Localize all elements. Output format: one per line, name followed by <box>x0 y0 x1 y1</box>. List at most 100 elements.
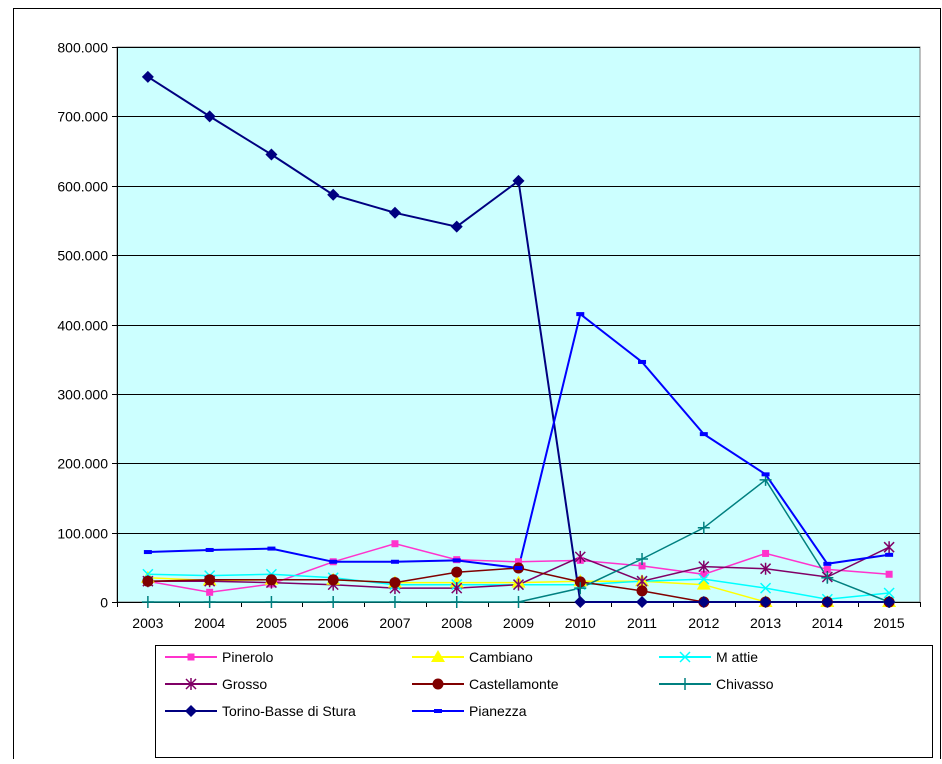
x-tick-label: 2007 <box>379 615 410 631</box>
marker-diamond <box>327 188 340 201</box>
marker-asterisk <box>760 562 772 575</box>
legend-label: Cambiano <box>469 649 533 665</box>
legend: Pinerolo Cambiano M attie Grosso Castellamon… <box>155 645 933 758</box>
series-markers <box>140 70 897 608</box>
gridlines <box>117 47 920 534</box>
marker-dash <box>761 472 770 477</box>
marker-diamond <box>574 596 587 608</box>
legend-entry: Grosso <box>165 676 267 692</box>
y-tick-label: 800.000 <box>57 40 108 56</box>
marker-circle <box>574 576 586 588</box>
marker-square <box>638 562 646 570</box>
marker-circle <box>142 575 154 587</box>
marker-diamond <box>450 220 463 233</box>
marker-square <box>762 549 770 557</box>
legend-label: Torino-Basse di Stura <box>222 703 356 719</box>
marker-asterisk <box>698 560 710 573</box>
marker-diamond <box>388 206 401 219</box>
x-tick-label: 2012 <box>688 615 719 631</box>
y-tick-label: 700.000 <box>57 109 108 125</box>
marker-asterisk <box>451 582 463 595</box>
x-tick-label: 2006 <box>318 615 349 631</box>
marker-diamond <box>636 596 649 608</box>
marker-dash <box>434 709 442 713</box>
marker-dash <box>452 558 461 563</box>
marker-asterisk <box>883 541 895 554</box>
marker-circle <box>265 574 277 586</box>
marker-dash <box>576 312 585 317</box>
marker-diamond <box>821 596 834 608</box>
legend-label: Grosso <box>222 676 267 692</box>
marker-x <box>698 573 710 585</box>
legend-entry: Castellamonte <box>412 676 559 692</box>
y-tick-label: 400.000 <box>57 318 108 334</box>
marker-plus <box>821 571 834 584</box>
x-tick-label: 2008 <box>441 615 472 631</box>
marker-dash <box>514 566 523 571</box>
x-tick-label: 2011 <box>627 615 657 631</box>
marker-dash <box>638 359 647 364</box>
legend-entry: Torino-Basse di Stura <box>165 703 356 719</box>
marker-circle <box>451 566 463 578</box>
marker-dash <box>329 559 338 564</box>
legend-entry: Cambiano <box>412 649 533 665</box>
marker-plus <box>388 596 401 608</box>
marker-diamond <box>265 148 278 161</box>
legend-box <box>155 645 933 758</box>
marker-circle <box>204 574 216 586</box>
marker-circle <box>432 678 444 690</box>
marker-plus <box>203 596 216 608</box>
legend-entry: Pianezza <box>412 703 527 719</box>
marker-square <box>700 570 708 578</box>
marker-x <box>679 651 691 663</box>
marker-circle <box>389 577 401 589</box>
marker-square <box>206 588 214 596</box>
marker-square <box>823 565 831 573</box>
legend-label: Castellamonte <box>469 676 559 692</box>
marker-triangle <box>431 650 445 662</box>
marker-x <box>760 582 772 594</box>
marker-plus <box>636 552 649 565</box>
marker-square <box>515 558 522 566</box>
y-tick-label: 300.000 <box>57 387 108 403</box>
x-tick-label: 2014 <box>812 615 843 631</box>
x-tick-label: 2009 <box>503 615 534 631</box>
plot-area <box>116 46 921 603</box>
x-tick-label: 2013 <box>750 615 781 631</box>
marker-asterisk <box>185 678 197 690</box>
marker-square <box>391 540 399 548</box>
marker-dash <box>205 547 214 552</box>
marker-dash <box>390 559 399 564</box>
marker-plus <box>265 596 278 608</box>
marker-diamond <box>141 70 154 83</box>
marker-diamond <box>697 596 710 608</box>
marker-diamond <box>512 174 525 187</box>
marker-asterisk <box>512 578 525 591</box>
marker-plus <box>697 521 710 534</box>
marker-circle <box>327 574 339 586</box>
marker-diamond <box>185 705 197 717</box>
marker-diamond <box>883 596 896 608</box>
marker-dash <box>699 432 708 437</box>
legend-entry: Chivasso <box>659 676 774 692</box>
y-tick-label: 600.000 <box>57 179 108 195</box>
legend-label: Pianezza <box>469 703 527 719</box>
x-tick-label: 2010 <box>565 615 596 631</box>
marker-asterisk <box>574 550 586 563</box>
x-tick-label: 2003 <box>132 615 163 631</box>
marker-circle <box>636 585 648 597</box>
marker-diamond <box>759 596 772 608</box>
marker-triangle <box>696 577 711 590</box>
legend-entry: M attie <box>659 649 758 665</box>
marker-dash <box>885 552 894 557</box>
marker-plus <box>327 596 340 608</box>
marker-dash <box>823 561 832 566</box>
x-tick-label: 2015 <box>874 615 905 631</box>
marker-plus <box>679 678 691 690</box>
legend-label: Pinerolo <box>222 649 274 665</box>
y-tick-label: 100.000 <box>57 526 108 542</box>
marker-plus <box>141 596 154 608</box>
marker-asterisk <box>636 575 648 588</box>
